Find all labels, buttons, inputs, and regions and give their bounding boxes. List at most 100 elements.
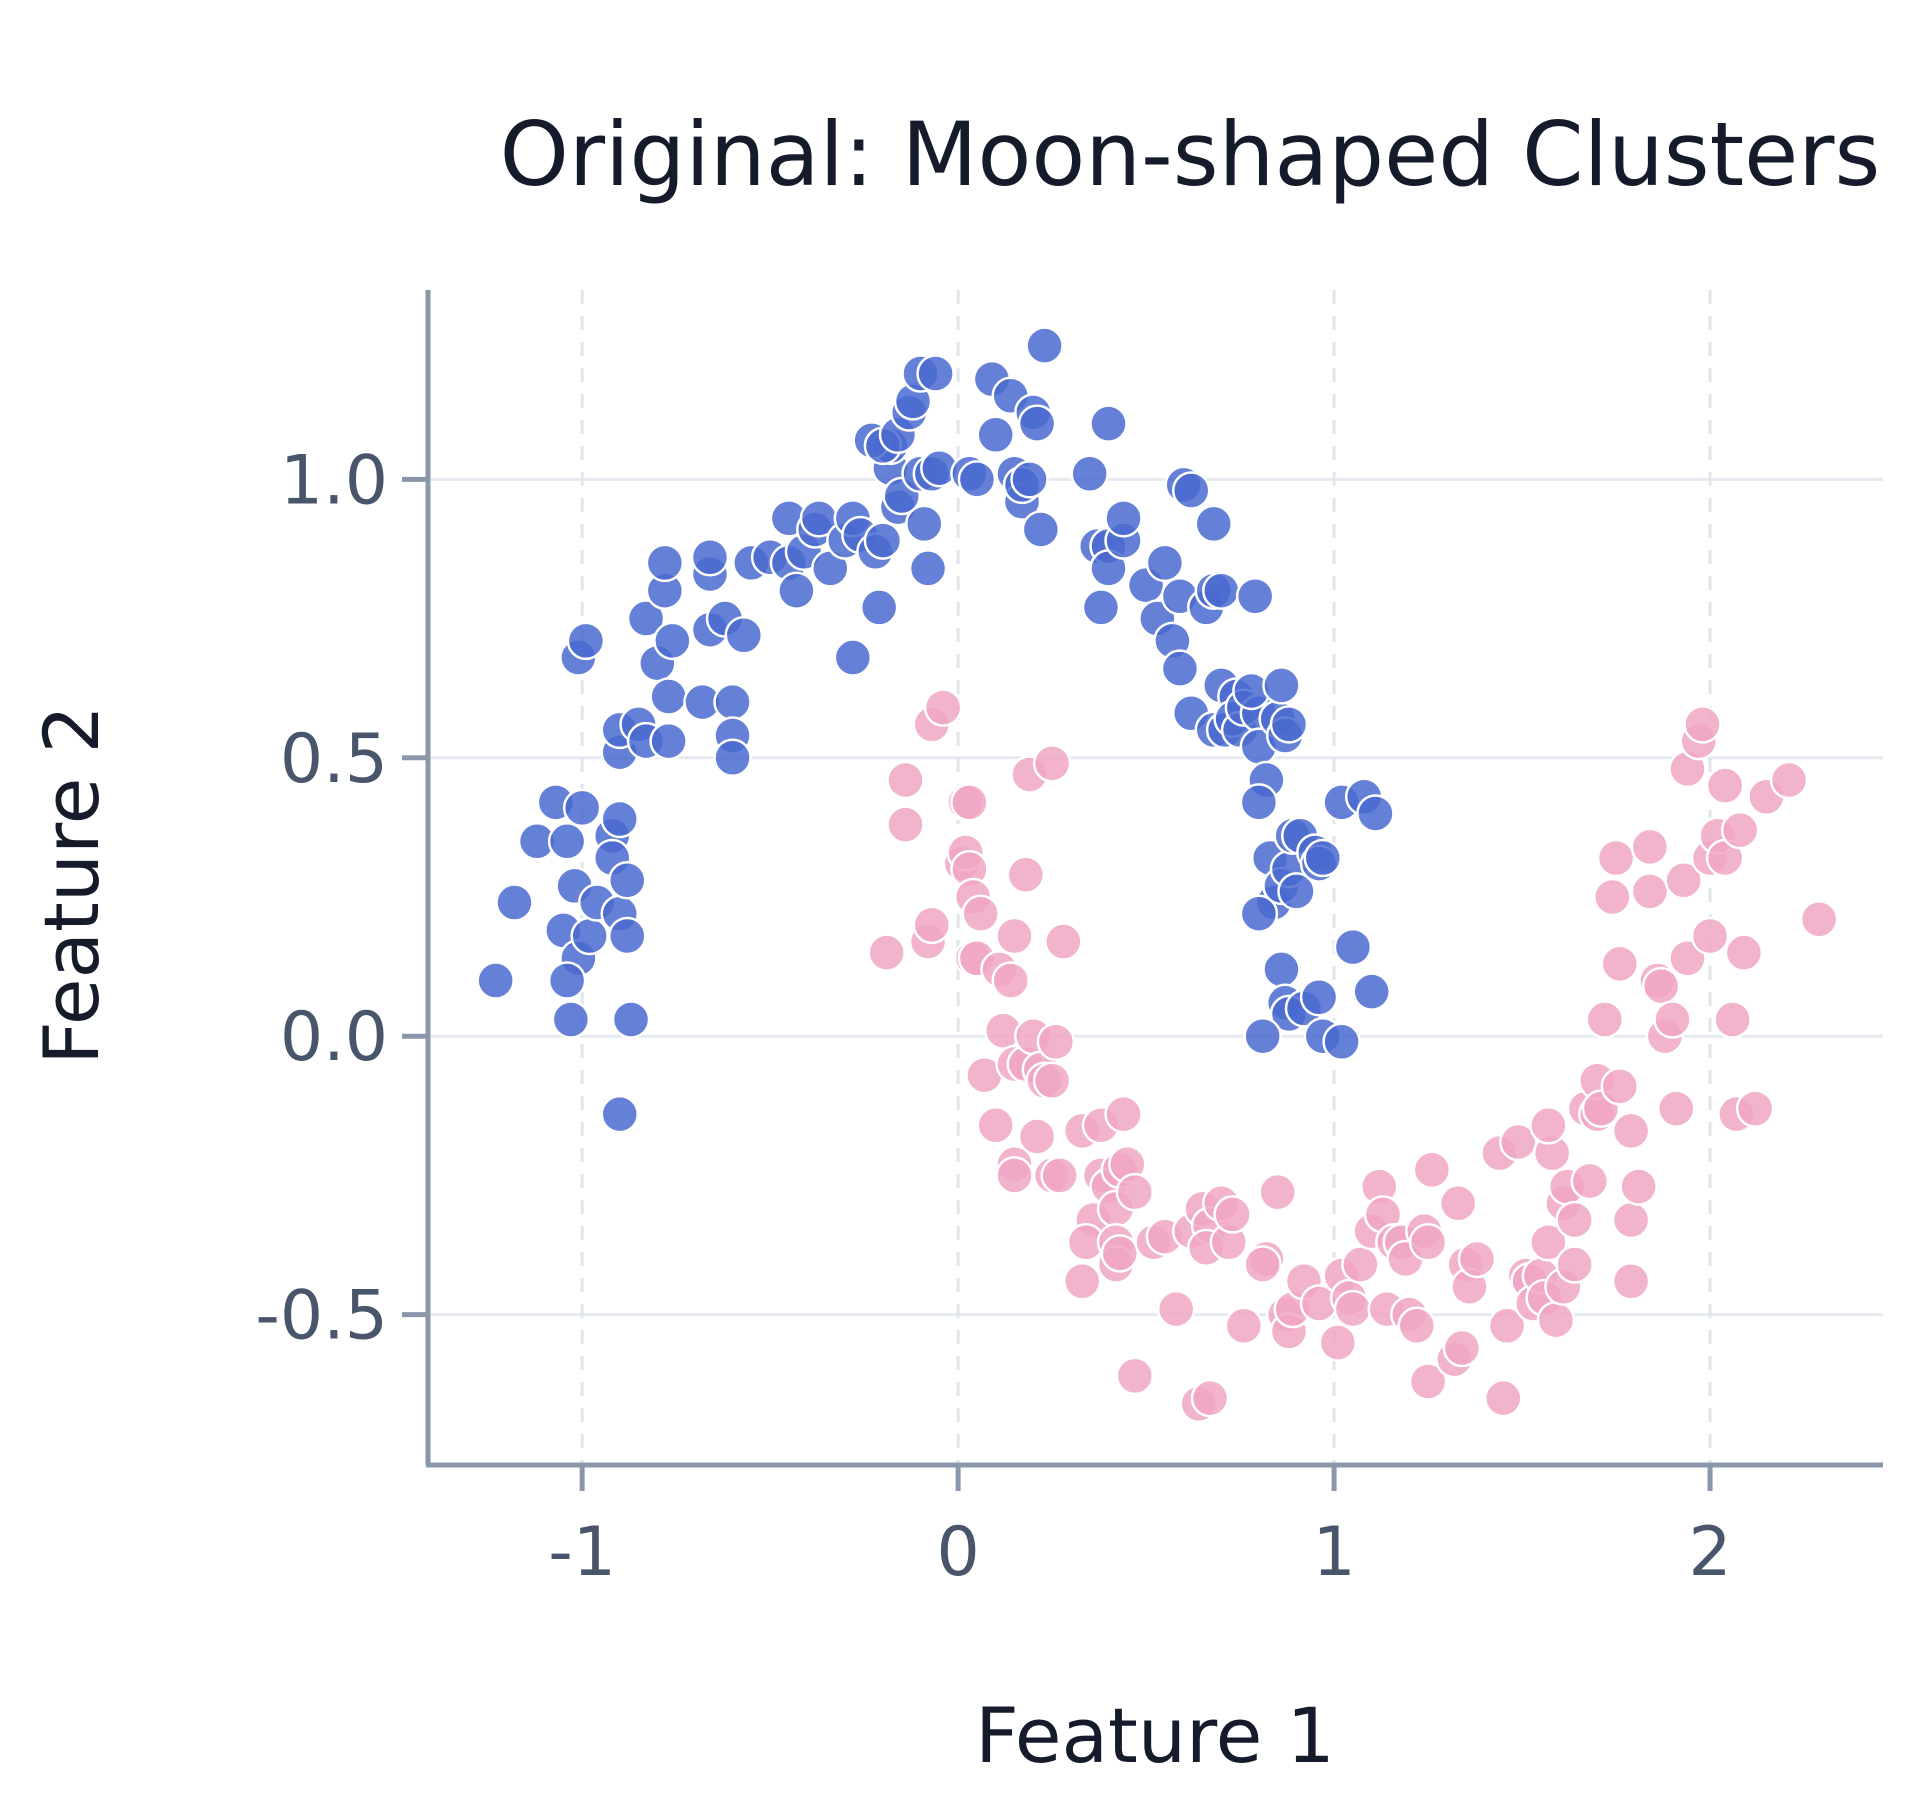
scatter-point-cluster-1	[1021, 510, 1061, 549]
scatter-point-cluster-2	[1705, 766, 1745, 805]
scatter-point-cluster-1	[859, 588, 899, 627]
scatter-point-cluster-1	[713, 738, 752, 778]
y-tick-label: -0.5	[255, 1277, 388, 1356]
scatter-point-cluster-1	[1322, 1022, 1361, 1062]
scatter-point-cluster-2	[923, 688, 963, 727]
scatter-point-cluster-1	[547, 961, 587, 1000]
scatter-point-cluster-1	[1089, 404, 1128, 443]
scatter-point-cluster-2	[1600, 1067, 1640, 1106]
scatter-point-cluster-1	[690, 538, 730, 577]
scatter-point-cluster-2	[1713, 1000, 1752, 1039]
scatter-point-cluster-1	[908, 549, 948, 588]
scatter-point-cluster-1	[1194, 504, 1234, 544]
scatter-point-cluster-2	[1213, 1195, 1252, 1234]
scatter-point-cluster-2	[1115, 1172, 1155, 1212]
scatter-point-cluster-1	[724, 616, 764, 655]
scatter-point-cluster-1	[1025, 326, 1064, 365]
scatter-point-cluster-1	[1262, 950, 1301, 989]
scatter-point-cluster-2	[1442, 1328, 1482, 1368]
scatter-point-cluster-2	[1333, 1289, 1373, 1329]
scatter-point-cluster-2	[1408, 1223, 1448, 1262]
scatter-point-cluster-1	[1160, 649, 1200, 688]
scatter-point-cluster-2	[1570, 1161, 1609, 1201]
scatter-point-cluster-1	[649, 677, 688, 716]
scatter-point-cluster-2	[1484, 1378, 1523, 1418]
x-axis-label: Feature 1	[975, 1691, 1335, 1780]
scatter-point-cluster-1	[551, 1000, 591, 1039]
scatter-point-cluster-1	[905, 504, 944, 544]
scatter-point-cluster-1	[713, 682, 752, 722]
y-tick-label: 0.0	[280, 998, 388, 1077]
scatter-point-cluster-2	[1724, 933, 1764, 972]
scatter-point-cluster-1	[1262, 666, 1301, 705]
scatter-point-cluster-1	[600, 799, 639, 839]
scatter-point-cluster-1	[1269, 705, 1309, 744]
scatter-point-cluster-1	[777, 571, 816, 610]
scatter-point-cluster-1	[600, 1094, 639, 1134]
scatter-point-cluster-2	[1044, 922, 1083, 961]
scatter-point-cluster-1	[1145, 543, 1185, 583]
scatter-point-cluster-2	[1224, 1306, 1264, 1346]
scatter-point-cluster-1	[1017, 404, 1057, 443]
y-tick-label: 1.0	[280, 441, 388, 520]
scatter-point-cluster-1	[1277, 872, 1316, 911]
scatter-point-cluster-2	[1017, 1117, 1057, 1156]
scatter-point-cluster-1	[1352, 972, 1391, 1011]
x-tick-label: 0	[936, 1513, 979, 1592]
scatter-point-cluster-2	[886, 760, 925, 800]
scatter-point-cluster-2	[1040, 1156, 1079, 1195]
scatter-point-cluster-2	[1585, 1000, 1625, 1039]
scatter-point-cluster-2	[1115, 1356, 1155, 1396]
scatter-point-cluster-2	[976, 1106, 1015, 1145]
scatter-point-cluster-1	[1239, 783, 1279, 822]
scatter-point-cluster-2	[1036, 1022, 1076, 1062]
scatter-point-cluster-1	[1202, 571, 1241, 610]
scatter-point-cluster-2	[1190, 1378, 1230, 1418]
scatter-point-cluster-1	[476, 961, 515, 1000]
scatter-point-cluster-1	[1356, 794, 1395, 833]
scatter-point-cluster-1	[1010, 460, 1049, 499]
scatter-point-cluster-1	[1333, 927, 1373, 967]
scatter-point-cluster-1	[653, 621, 692, 661]
scatter-point-cluster-1	[547, 822, 587, 861]
scatter-point-cluster-1	[1239, 894, 1279, 933]
scatter-point-cluster-2	[950, 783, 989, 822]
scatter-point-cluster-1	[608, 916, 647, 956]
chart-title: Original: Moon-shaped Clusters	[500, 103, 1881, 206]
scatter-point-cluster-2	[1536, 1300, 1576, 1340]
scatter-point-cluster-1	[957, 460, 997, 499]
scatter-point-cluster-2	[1630, 827, 1670, 867]
scatter-point-cluster-2	[1611, 1200, 1651, 1240]
scatter-point-cluster-2	[1619, 1167, 1658, 1206]
scatter-point-cluster-1	[566, 621, 606, 661]
x-tick-label: -1	[548, 1513, 616, 1592]
scatter-point-cluster-2	[1100, 1234, 1140, 1273]
scatter-point-cluster-1	[1243, 1016, 1282, 1056]
scatter-point-cluster-1	[645, 543, 685, 583]
scatter-point-cluster-2	[1341, 1245, 1380, 1284]
scatter-point-cluster-1	[833, 638, 873, 677]
scatter-point-cluster-2	[1593, 877, 1632, 917]
scatter-point-cluster-1	[1104, 499, 1143, 538]
scatter-point-cluster-2	[1318, 1323, 1358, 1362]
y-axis-label: Feature 2	[27, 705, 116, 1065]
x-tick-label: 1	[1312, 1513, 1355, 1592]
scatter-point-cluster-2	[1611, 1111, 1651, 1151]
scatter-point-cluster-1	[611, 1000, 651, 1039]
scatter-point-cluster-2	[1529, 1106, 1568, 1145]
scatter-point-cluster-1	[1235, 577, 1275, 616]
scatter-point-cluster-1	[863, 521, 903, 560]
scatter-point-cluster-2	[1656, 1089, 1696, 1128]
scatter-point-cluster-2	[1799, 900, 1839, 939]
scatter-point-cluster-2	[1487, 1306, 1527, 1346]
scatter-point-cluster-2	[1412, 1150, 1452, 1190]
scatter-point-cluster-2	[1720, 810, 1760, 850]
scatter-point-cluster-2	[1600, 944, 1640, 984]
scatter-point-cluster-2	[1611, 1261, 1651, 1301]
scatter-point-cluster-2	[1258, 1172, 1297, 1212]
scatter-point-cluster-2	[1408, 1362, 1448, 1401]
scatter-point-cluster-2	[867, 933, 906, 972]
scatter-point-cluster-2	[961, 894, 1000, 933]
scatter-point-cluster-1	[608, 861, 647, 900]
